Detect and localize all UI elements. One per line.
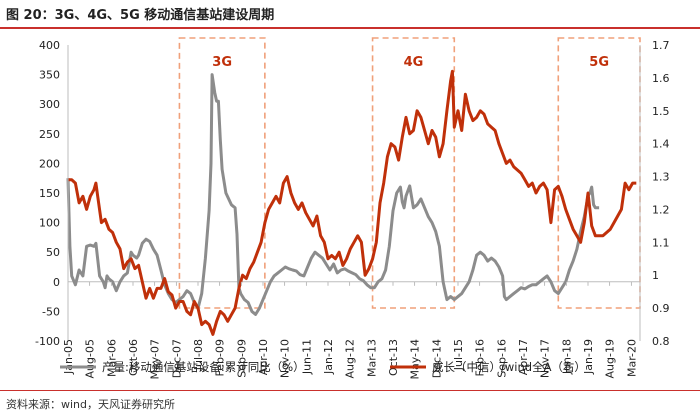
x-tick-label: Jan-12 [322, 339, 335, 375]
x-tick-label: Jul-15 [452, 339, 465, 371]
y-right-tick-label: 1.4 [652, 138, 670, 151]
period-label-3g: 3G [212, 55, 232, 70]
source-divider [0, 390, 700, 391]
x-tick-label: Apr-10 [257, 339, 270, 375]
figure-title: 图 20：3G、4G、5G 移动通信基站建设周期 [6, 8, 275, 23]
legend: 产量:移动通信基站设备:累计同比（%） 成长（中信）/wind全A（右） [60, 360, 586, 374]
x-tick-label: Feb-16 [474, 339, 487, 376]
x-tick-label: Sep-09 [235, 339, 248, 378]
y-right-tick-label: 1.3 [652, 171, 670, 184]
source-note: 资料来源：wind，天风证券研究所 [6, 398, 176, 411]
y-left-tick-label: 200 [39, 157, 60, 170]
period-box-4g [371, 37, 456, 309]
series-line-production [66, 73, 600, 316]
y-right-tick-label: 1.2 [652, 203, 670, 216]
x-tick-label: Nov-10 [279, 339, 292, 378]
x-tick-label: Mar-06 [105, 339, 118, 377]
legend-label-growth: 成长（中信）/wind全A（右） [432, 360, 586, 374]
y-left-tick-label: -50 [42, 305, 60, 318]
period-box-3g [178, 37, 266, 309]
y-left-tick-label: 250 [39, 128, 60, 141]
y-left-tick-label: 0 [53, 276, 60, 289]
x-tick-label: Jan-05 [62, 339, 75, 375]
y-right-tick-label: 0.8 [652, 335, 670, 348]
y-right-tick-label: 1.5 [652, 105, 670, 118]
x-tick-label: Aug-12 [344, 339, 357, 378]
x-tick-label: Oct-13 [387, 339, 400, 376]
series-line-growth [68, 69, 637, 336]
y-right-tick-label: 0.9 [652, 302, 670, 315]
y-left-tick-label: 50 [46, 246, 60, 259]
y-left-tick-label: 100 [39, 217, 60, 230]
x-tick-label: Mar-20 [625, 339, 638, 377]
title-divider [0, 27, 700, 29]
x-tick-label: Jun-11 [300, 339, 313, 375]
period-label-5g: 5G [589, 55, 609, 70]
x-tick-label: Feb-09 [214, 339, 227, 376]
y-right-tick-label: 1.7 [652, 39, 670, 52]
x-tick-label: Oct-06 [127, 339, 140, 376]
y-left-tick-label: 150 [39, 187, 60, 200]
y-right-tick-label: 1.6 [652, 72, 670, 85]
combo-line-chart: 3G 4G 5G -100 -50 0 50 100 150 200 250 300 350 400 0.… [35, 37, 670, 380]
x-tick-label: Dec-07 [170, 339, 183, 378]
x-tick-label: Aug-19 [604, 339, 617, 378]
y-left-tick-label: 400 [39, 39, 60, 52]
x-tick-label: May-07 [149, 339, 162, 380]
y-right-tick-label: 1 [652, 269, 659, 282]
period-box-5g [557, 37, 641, 309]
x-tick-label: Jan-19 [582, 339, 595, 375]
x-tick-label: Aug-05 [84, 339, 97, 378]
y-left-tick-label: 300 [39, 98, 60, 111]
x-tick-label: Jul-08 [192, 339, 205, 371]
y-left-tick-label: -100 [35, 335, 60, 348]
x-tick-label: Apr-17 [517, 339, 530, 375]
x-tick-label: Mar-13 [365, 339, 378, 377]
x-tick-label: Dec-14 [430, 339, 443, 378]
x-tick-label: Sep-16 [495, 339, 508, 378]
axes: -100 -50 0 50 100 150 200 250 300 350 400 0.8 0.9 1 1.… [35, 39, 669, 380]
period-label-4g: 4G [404, 55, 424, 70]
y-right-tick-label: 1.1 [652, 236, 670, 249]
x-tick-label: Jun-18 [560, 339, 573, 375]
legend-label-production: 产量:移动通信基站设备:累计同比（%） [102, 360, 305, 374]
x-tick-label: Nov-17 [539, 339, 552, 378]
period-boxes: 3G 4G 5G [178, 37, 641, 309]
x-tick-label: May-14 [409, 339, 422, 380]
y-left-tick-label: 350 [39, 69, 60, 82]
series-lines [66, 69, 637, 336]
